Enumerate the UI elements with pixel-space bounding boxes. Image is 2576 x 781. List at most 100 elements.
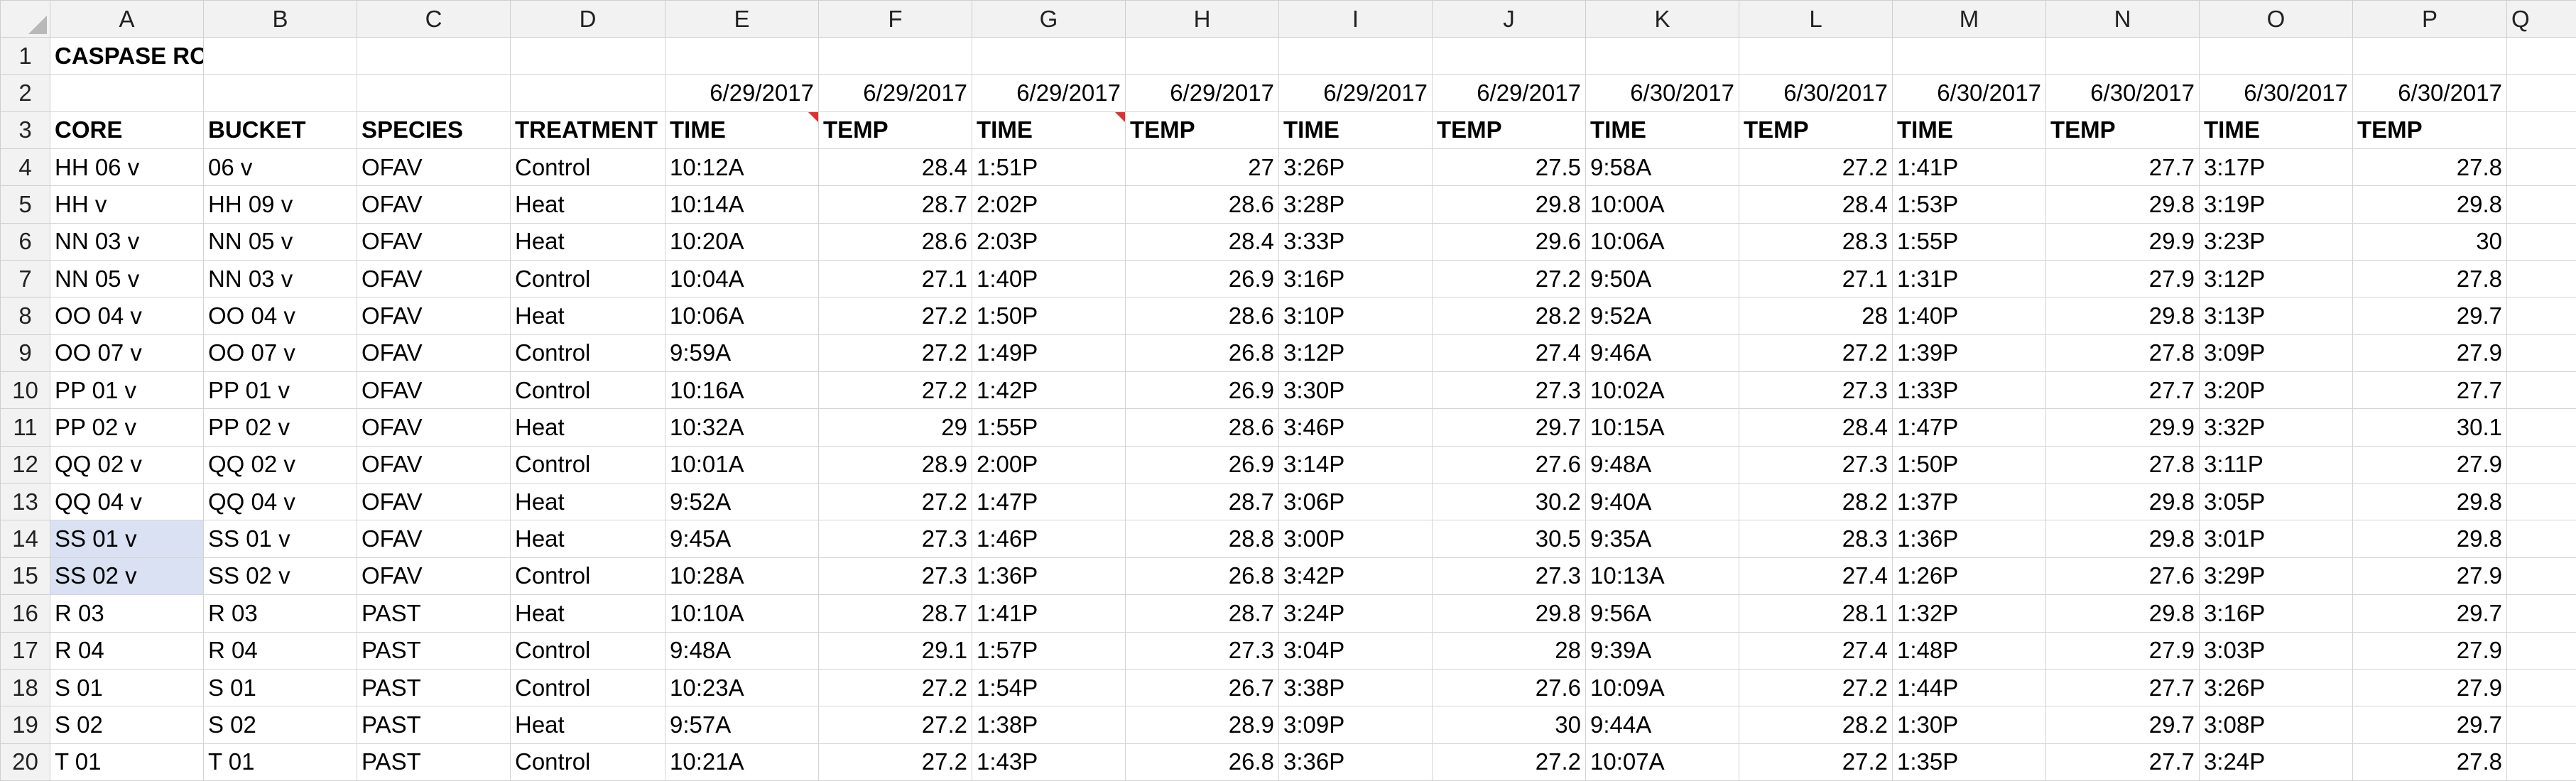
column-header-b[interactable]: B <box>203 0 357 38</box>
row-header-20[interactable]: 20 <box>0 743 50 781</box>
cell-l15[interactable]: 27.4 <box>1739 557 1893 596</box>
cell-h17[interactable]: 27.3 <box>1125 631 1279 670</box>
cell-e2[interactable]: 6/29/2017 <box>665 74 819 112</box>
cell-o3[interactable]: TIME <box>2199 111 2353 150</box>
row-header-7[interactable]: 7 <box>0 260 50 298</box>
cell-n9[interactable]: 27.8 <box>2045 334 2200 373</box>
cell-b19[interactable]: S 02 <box>203 706 357 744</box>
cell-l20[interactable]: 27.2 <box>1739 743 1893 781</box>
cell-k16[interactable]: 9:56A <box>1585 594 1739 633</box>
cell-g16[interactable]: 1:41P <box>972 594 1126 633</box>
cell-a18[interactable]: S 01 <box>50 668 204 707</box>
cell-e8[interactable]: 10:06A <box>665 297 819 335</box>
cell-p13[interactable]: 29.8 <box>2352 483 2507 521</box>
cell-m8[interactable]: 1:40P <box>1892 297 2046 335</box>
cell-k8[interactable]: 9:52A <box>1585 297 1739 335</box>
cell-e1[interactable] <box>665 36 819 75</box>
cell-e10[interactable]: 10:16A <box>665 371 819 410</box>
row-header-19[interactable]: 19 <box>0 706 50 744</box>
cell-g8[interactable]: 1:50P <box>972 297 1126 335</box>
cell-e12[interactable]: 10:01A <box>665 445 819 484</box>
cell-j7[interactable]: 27.2 <box>1432 260 1586 298</box>
cell-q-partial[interactable] <box>2506 520 2576 558</box>
row-header-11[interactable]: 11 <box>0 408 50 447</box>
cell-l13[interactable]: 28.2 <box>1739 483 1893 521</box>
cell-l19[interactable]: 28.2 <box>1739 706 1893 744</box>
cell-k7[interactable]: 9:50A <box>1585 260 1739 298</box>
cell-c7[interactable]: OFAV <box>357 260 511 298</box>
cell-b1[interactable] <box>203 36 357 75</box>
cell-m16[interactable]: 1:32P <box>1892 594 2046 633</box>
cell-a14[interactable]: SS 01 v <box>50 520 204 558</box>
cell-c9[interactable]: OFAV <box>357 334 511 373</box>
column-header-h[interactable]: H <box>1125 0 1279 38</box>
cell-q-partial[interactable] <box>2506 557 2576 596</box>
cell-k18[interactable]: 10:09A <box>1585 668 1739 707</box>
cell-f7[interactable]: 27.1 <box>818 260 972 298</box>
cell-e9[interactable]: 9:59A <box>665 334 819 373</box>
cell-m7[interactable]: 1:31P <box>1892 260 2046 298</box>
row-header-9[interactable]: 9 <box>0 334 50 373</box>
cell-g12[interactable]: 2:00P <box>972 445 1126 484</box>
cell-l8[interactable]: 28 <box>1739 297 1893 335</box>
cell-m6[interactable]: 1:55P <box>1892 222 2046 261</box>
cell-e7[interactable]: 10:04A <box>665 260 819 298</box>
cell-p4[interactable]: 27.8 <box>2352 148 2507 187</box>
cell-l2[interactable]: 6/30/2017 <box>1739 74 1893 112</box>
cell-h16[interactable]: 28.7 <box>1125 594 1279 633</box>
cell-h20[interactable]: 26.8 <box>1125 743 1279 781</box>
cell-e5[interactable]: 10:14A <box>665 185 819 224</box>
cell-f3[interactable]: TEMP <box>818 111 972 150</box>
cell-j12[interactable]: 27.6 <box>1432 445 1586 484</box>
cell-g1[interactable] <box>972 36 1126 75</box>
cell-h8[interactable]: 28.6 <box>1125 297 1279 335</box>
cell-p2[interactable]: 6/30/2017 <box>2352 74 2507 112</box>
cell-p14[interactable]: 29.8 <box>2352 520 2507 558</box>
column-header-n[interactable]: N <box>2045 0 2200 38</box>
cell-k9[interactable]: 9:46A <box>1585 334 1739 373</box>
cell-n3[interactable]: TEMP <box>2045 111 2200 150</box>
cell-j10[interactable]: 27.3 <box>1432 371 1586 410</box>
cell-p20[interactable]: 27.8 <box>2352 743 2507 781</box>
cell-o8[interactable]: 3:13P <box>2199 297 2353 335</box>
cell-g19[interactable]: 1:38P <box>972 706 1126 744</box>
cell-m9[interactable]: 1:39P <box>1892 334 2046 373</box>
cell-j20[interactable]: 27.2 <box>1432 743 1586 781</box>
cell-i20[interactable]: 3:36P <box>1278 743 1433 781</box>
cell-f12[interactable]: 28.9 <box>818 445 972 484</box>
cell-a17[interactable]: R 04 <box>50 631 204 670</box>
row-header-16[interactable]: 16 <box>0 594 50 633</box>
cell-o6[interactable]: 3:23P <box>2199 222 2353 261</box>
cell-h3[interactable]: TEMP <box>1125 111 1279 150</box>
cell-j6[interactable]: 29.6 <box>1432 222 1586 261</box>
column-header-i[interactable]: I <box>1278 0 1433 38</box>
cell-q-partial[interactable] <box>2506 594 2576 633</box>
cell-q-partial[interactable] <box>2506 36 2576 75</box>
cell-c4[interactable]: OFAV <box>357 148 511 187</box>
cell-g4[interactable]: 1:51P <box>972 148 1126 187</box>
cell-d17[interactable]: Control <box>510 631 665 670</box>
cell-h2[interactable]: 6/29/2017 <box>1125 74 1279 112</box>
cell-l3[interactable]: TEMP <box>1739 111 1893 150</box>
cell-o2[interactable]: 6/30/2017 <box>2199 74 2353 112</box>
cell-d12[interactable]: Control <box>510 445 665 484</box>
cell-f20[interactable]: 27.2 <box>818 743 972 781</box>
cell-f17[interactable]: 29.1 <box>818 631 972 670</box>
cell-c5[interactable]: OFAV <box>357 185 511 224</box>
cell-h15[interactable]: 26.8 <box>1125 557 1279 596</box>
cell-i11[interactable]: 3:46P <box>1278 408 1433 447</box>
cell-o13[interactable]: 3:05P <box>2199 483 2353 521</box>
cell-k3[interactable]: TIME <box>1585 111 1739 150</box>
cell-e14[interactable]: 9:45A <box>665 520 819 558</box>
cell-i4[interactable]: 3:26P <box>1278 148 1433 187</box>
cell-g2[interactable]: 6/29/2017 <box>972 74 1126 112</box>
cell-i14[interactable]: 3:00P <box>1278 520 1433 558</box>
cell-i1[interactable] <box>1278 36 1433 75</box>
cell-n1[interactable] <box>2045 36 2200 75</box>
row-header-4[interactable]: 4 <box>0 148 50 187</box>
cell-j2[interactable]: 6/29/2017 <box>1432 74 1586 112</box>
cell-l5[interactable]: 28.4 <box>1739 185 1893 224</box>
cell-a20[interactable]: T 01 <box>50 743 204 781</box>
row-header-17[interactable]: 17 <box>0 631 50 670</box>
